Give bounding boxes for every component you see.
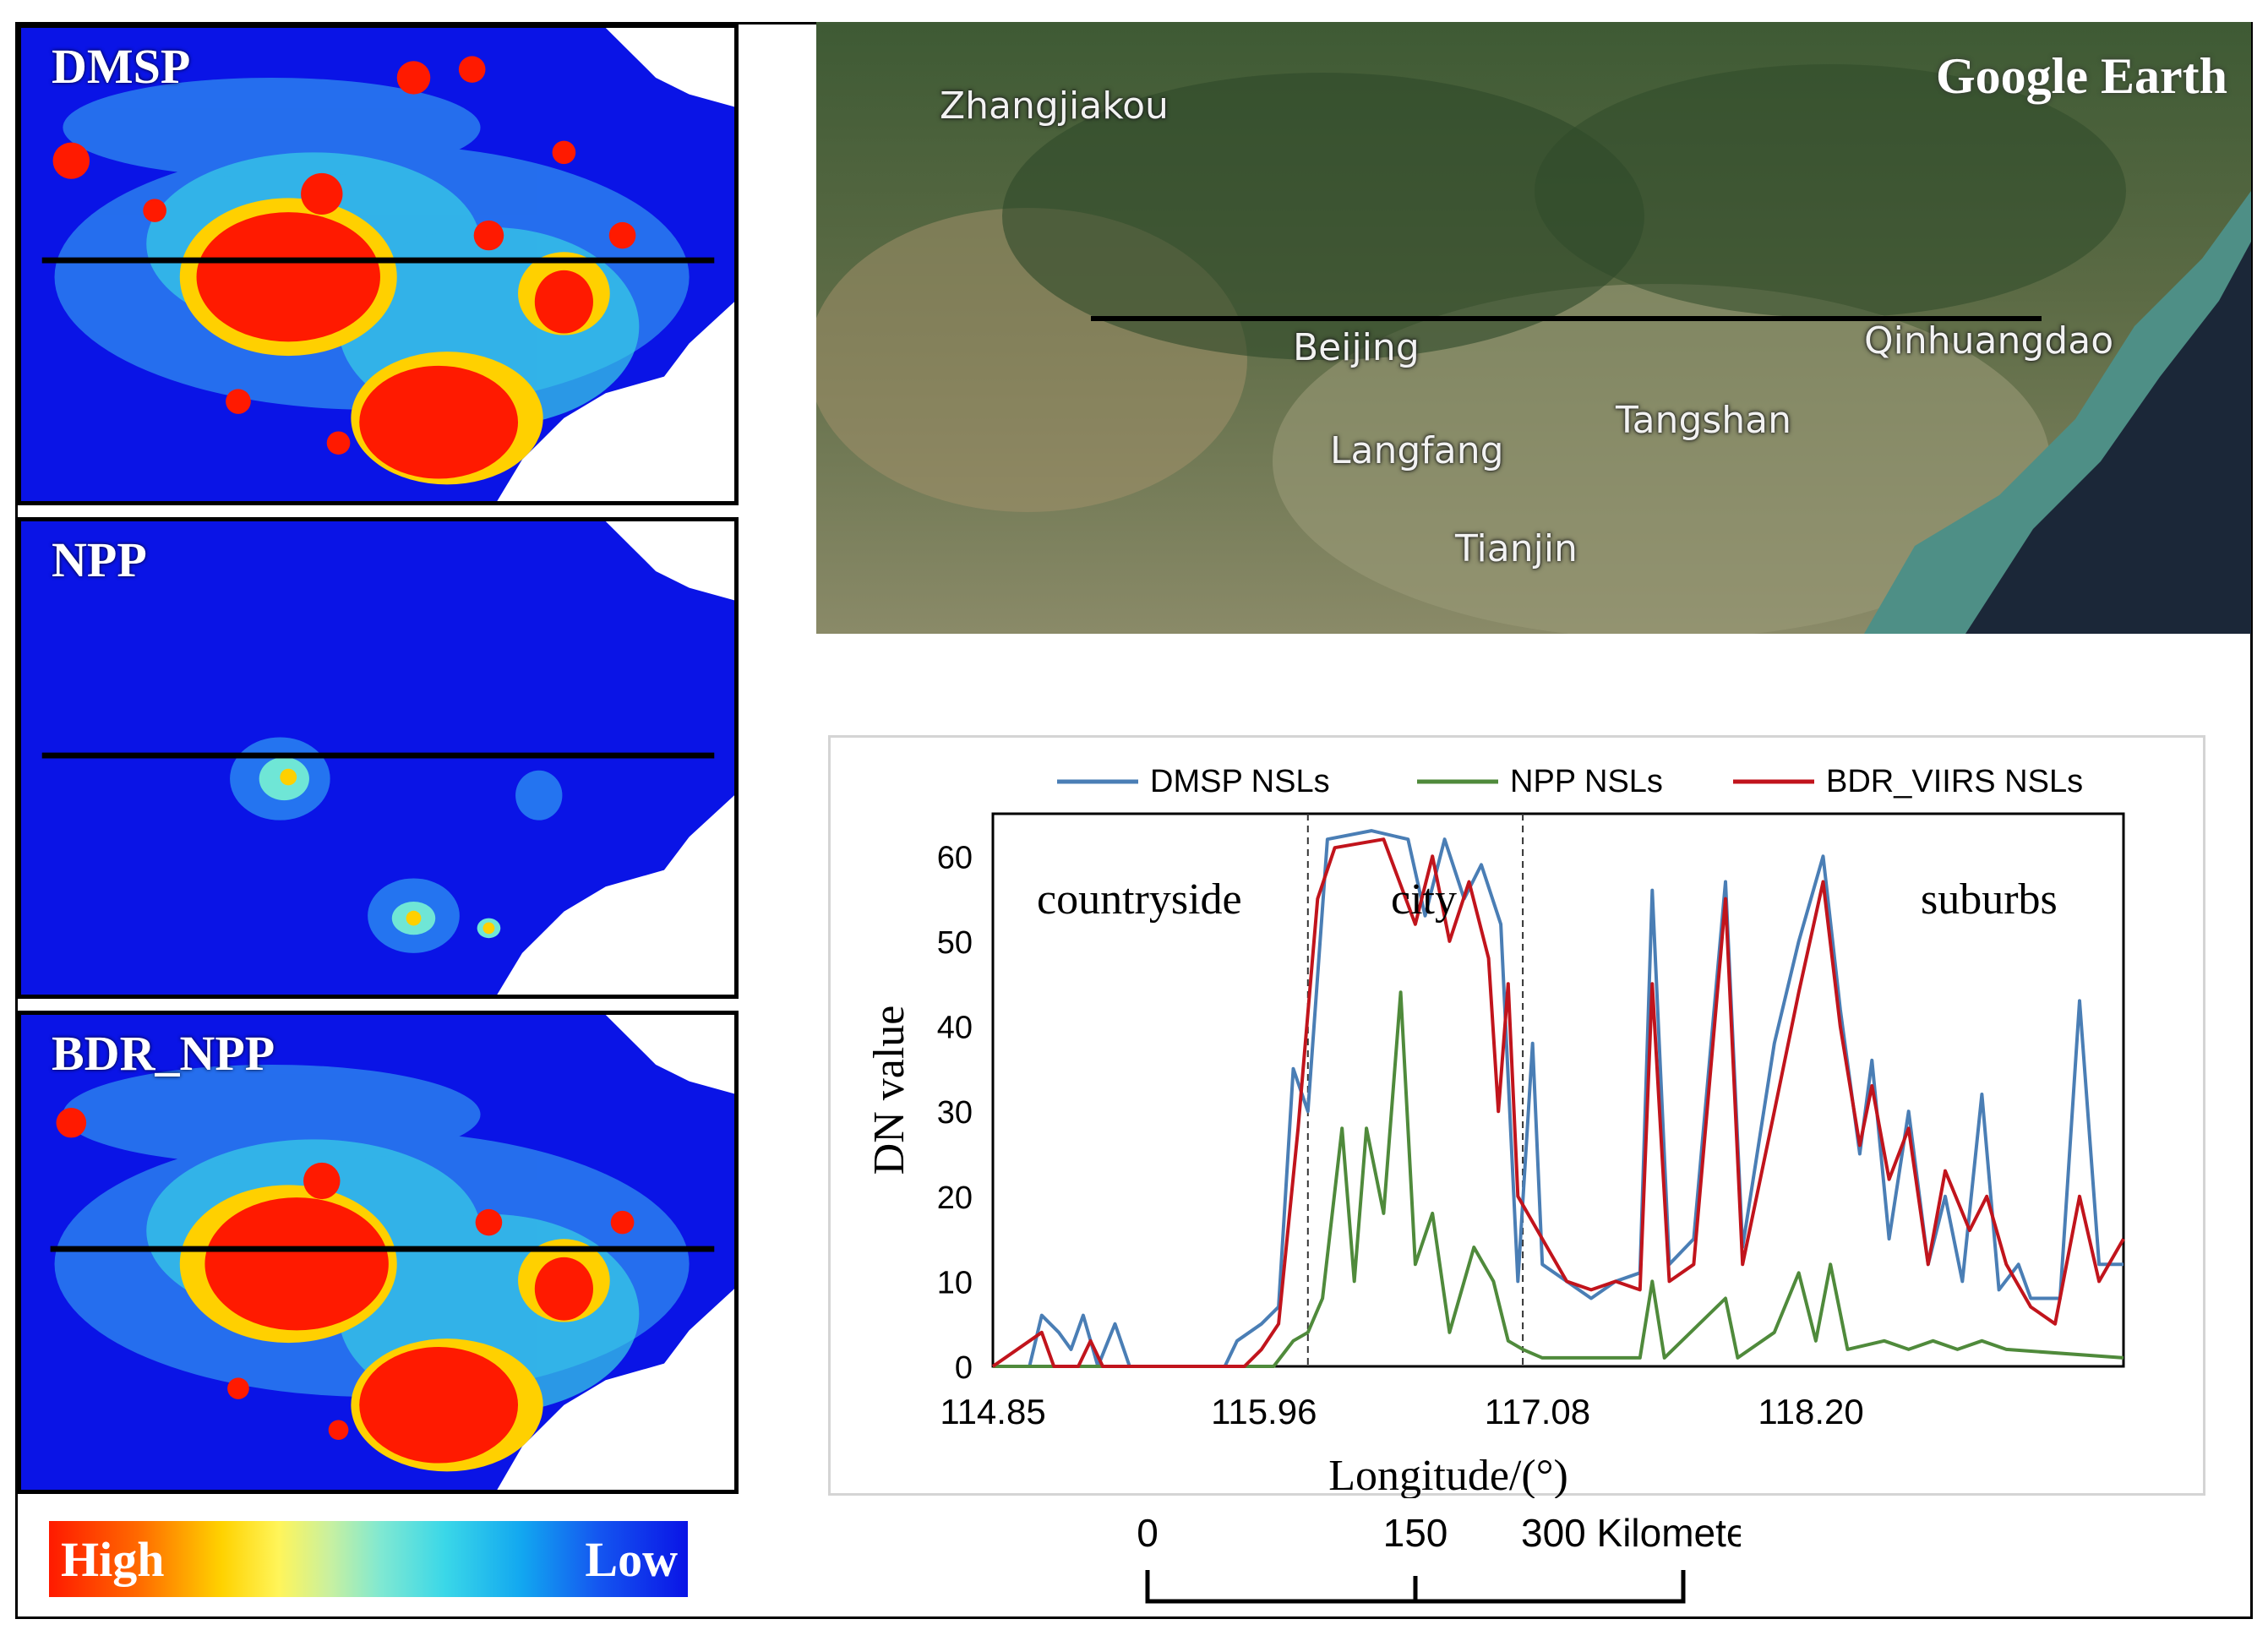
city-label-tianjin: Tianjin [1455,527,1578,570]
npp-map-panel: NPP [17,517,739,999]
dmsp-panel-title: DMSP [52,39,191,94]
city-label-beijing: Beijing [1293,326,1420,369]
scale-bar-line [1145,1570,1686,1604]
region-annotation: city [1391,875,1457,924]
scale-tick-0: 0 [1137,1511,1159,1555]
y-axis-label: DN value [865,1006,913,1175]
chart-svg: 0 10 20 30 40 50 60 114.85 115.96 117.08 118.20 DMS… [865,764,2125,1498]
scale-tick-300: 300 Kilometers [1521,1511,1741,1555]
series-line-bdr-viirs-nsls [991,837,2125,1368]
y-tick-label: 40 [937,1011,973,1046]
legend-high-label: High [61,1532,165,1587]
satellite-imagery [816,22,2251,634]
plot-area-border [991,812,2125,1368]
bdr-npp-map-panel: BDR_NPP [17,1011,739,1494]
region-annotation: countryside [1037,875,1242,924]
google-earth-label: Google Earth [1936,48,2227,104]
scale-bar: 0 150 300 Kilometers [1137,1511,1741,1604]
dmsp-nightlight-map [41,28,734,501]
y-tick-label: 50 [937,925,973,961]
region-annotation: suburbs [1921,875,2058,924]
x-tick-label: 114.85 [940,1392,1045,1431]
legend-low-label: Low [585,1532,678,1587]
legend-entry: BDR_VIIRS NSLs [1826,764,2083,799]
x-tick-label: 117.08 [1485,1392,1590,1431]
city-label-zhangjiakou: Zhangjiakou [940,85,1169,128]
y-tick-label: 60 [937,840,973,875]
y-tick-label: 20 [937,1180,973,1216]
dn-profile-chart: 0 10 20 30 40 50 60 114.85 115.96 117.08 118.20 DMS… [828,735,2205,1498]
y-tick-label: 10 [937,1265,973,1300]
npp-nightlight-map [41,521,734,995]
bdr-npp-panel-title: BDR_NPP [52,1026,275,1081]
y-tick-label: 0 [955,1350,973,1386]
npp-panel-title: NPP [52,532,147,587]
dmsp-map-panel: DMSP [17,24,739,505]
bdr-npp-nightlight-map [50,1015,734,1490]
city-label-langfang: Langfang [1330,429,1504,472]
city-label-tangshan: Tangshan [1616,399,1792,442]
scale-tick-150: 150 [1383,1511,1448,1555]
google-earth-map: Zhangjiakou Beijing Qinhuangdao Langfang… [816,22,2251,634]
y-tick-label: 30 [937,1095,973,1131]
series-line-npp-nsls [993,990,2124,1368]
color-legend: High Low [49,1521,688,1597]
x-tick-label: 115.96 [1211,1392,1317,1431]
legend-entry: NPP NSLs [1510,764,1663,799]
city-label-qinhuangdao: Qinhuangdao [1864,319,2114,363]
legend-entry: DMSP NSLs [1150,764,1330,799]
x-axis-label: Longitude/(°) [1328,1452,1568,1498]
x-tick-label: 118.20 [1758,1392,1863,1431]
